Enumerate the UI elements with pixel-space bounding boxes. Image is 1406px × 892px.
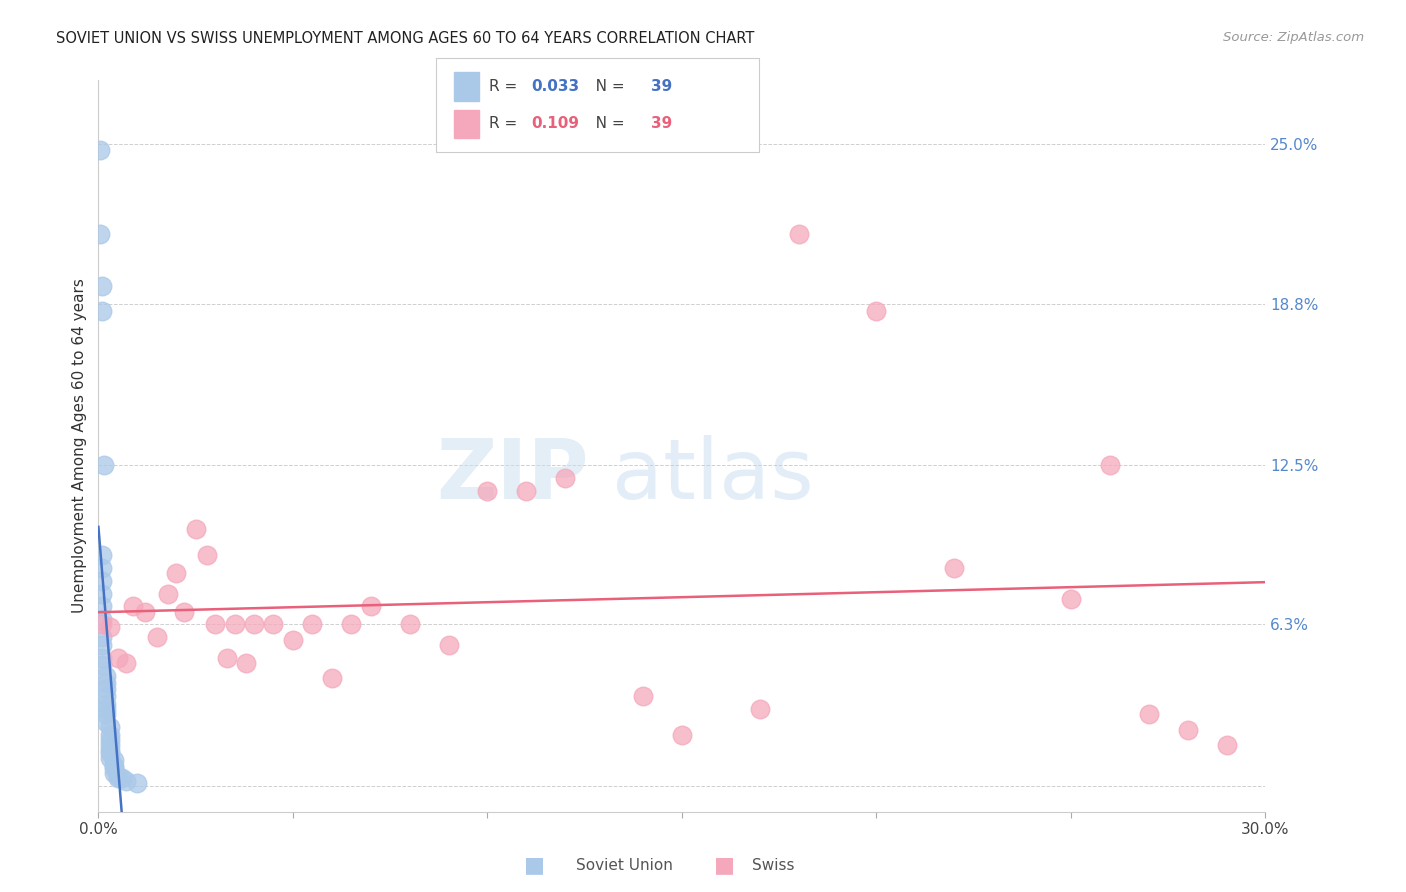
Point <box>96 702 118 716</box>
Point <box>107 650 129 665</box>
Point <box>114 656 136 670</box>
Point <box>398 617 420 632</box>
Point <box>96 707 118 722</box>
Point <box>1137 707 1160 722</box>
Point <box>215 650 238 665</box>
Point <box>184 523 207 537</box>
Point <box>91 599 114 614</box>
Point <box>107 772 129 786</box>
Point <box>281 632 304 647</box>
Text: Source: ZipAtlas.com: Source: ZipAtlas.com <box>1223 31 1364 45</box>
Text: R =: R = <box>489 79 523 94</box>
Point <box>103 753 125 767</box>
Point <box>134 605 156 619</box>
Point <box>157 586 180 600</box>
Text: N =: N = <box>581 117 628 131</box>
Point <box>515 483 537 498</box>
Point <box>111 772 134 786</box>
Point <box>91 658 114 673</box>
Point <box>98 746 121 760</box>
Point <box>91 617 114 632</box>
Point <box>98 743 121 757</box>
Point <box>93 458 115 473</box>
Point <box>631 690 654 704</box>
Point <box>122 599 145 614</box>
Text: 39: 39 <box>651 79 672 94</box>
Point <box>91 638 114 652</box>
Text: ■: ■ <box>524 855 544 875</box>
Point <box>96 690 118 704</box>
Point <box>103 758 125 772</box>
Point <box>437 638 460 652</box>
Point <box>340 617 363 632</box>
Point <box>224 617 246 632</box>
Point <box>165 566 187 580</box>
Text: 0.109: 0.109 <box>531 117 579 131</box>
Point <box>91 574 114 588</box>
Text: ZIP: ZIP <box>436 434 589 516</box>
Point <box>262 617 284 632</box>
Point <box>96 676 118 690</box>
Point <box>1098 458 1121 473</box>
Point <box>243 617 266 632</box>
Text: ■: ■ <box>714 855 734 875</box>
Point <box>235 656 257 670</box>
Text: 0.033: 0.033 <box>531 79 579 94</box>
Point <box>204 617 226 632</box>
Point <box>103 761 125 775</box>
Point <box>195 548 218 562</box>
Point <box>554 471 576 485</box>
Point <box>91 586 114 600</box>
Point <box>91 630 114 644</box>
Point <box>1060 591 1083 606</box>
Y-axis label: Unemployment Among Ages 60 to 64 years: Unemployment Among Ages 60 to 64 years <box>72 278 87 614</box>
Point <box>477 483 499 498</box>
Point <box>91 548 114 562</box>
Point <box>301 617 323 632</box>
Point <box>91 278 114 293</box>
Point <box>96 669 118 683</box>
Point <box>98 738 121 752</box>
Point <box>89 227 111 242</box>
Point <box>91 561 114 575</box>
Point <box>98 728 121 742</box>
Text: Swiss: Swiss <box>752 858 794 872</box>
Text: R =: R = <box>489 117 523 131</box>
Point <box>1177 723 1199 737</box>
Point <box>748 702 770 716</box>
Point <box>91 612 114 626</box>
Point <box>98 732 121 747</box>
Point <box>1215 738 1237 752</box>
Point <box>96 681 118 696</box>
Point <box>787 227 810 242</box>
Point <box>107 769 129 783</box>
Point <box>943 561 966 575</box>
Point <box>146 630 169 644</box>
Point <box>173 605 195 619</box>
Point <box>98 751 121 765</box>
Point <box>114 773 136 788</box>
Text: 39: 39 <box>651 117 672 131</box>
Point <box>671 728 693 742</box>
Text: N =: N = <box>581 79 628 94</box>
Text: SOVIET UNION VS SWISS UNEMPLOYMENT AMONG AGES 60 TO 64 YEARS CORRELATION CHART: SOVIET UNION VS SWISS UNEMPLOYMENT AMONG… <box>56 31 755 46</box>
Point <box>91 650 114 665</box>
Point <box>360 599 382 614</box>
Point <box>103 766 125 780</box>
Point <box>127 776 149 790</box>
Point <box>91 304 114 318</box>
Text: atlas: atlas <box>612 434 814 516</box>
Point <box>96 714 118 729</box>
Point <box>865 304 887 318</box>
Point <box>98 620 121 634</box>
Point <box>96 697 118 711</box>
Point <box>321 671 343 685</box>
Text: Soviet Union: Soviet Union <box>576 858 673 872</box>
Point <box>98 720 121 734</box>
Point <box>89 143 111 157</box>
